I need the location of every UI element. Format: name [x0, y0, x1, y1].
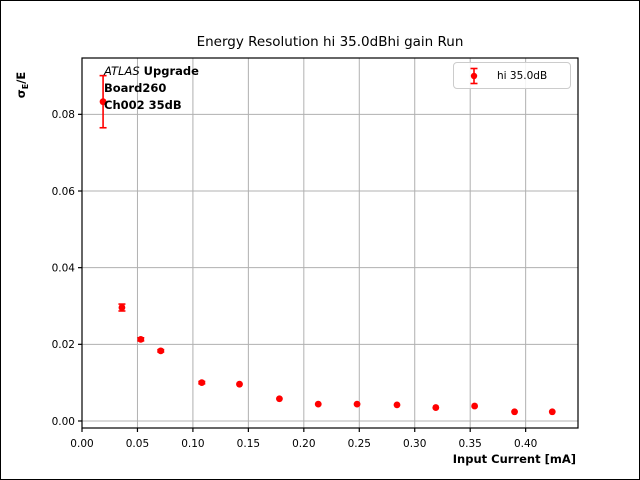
data-point	[393, 401, 401, 409]
data-point	[276, 395, 283, 403]
annotation-block: ATLAS Upgrade Board260 Ch002 35dB	[104, 63, 199, 114]
data-point	[314, 400, 322, 408]
annotation-board: Board260	[104, 81, 167, 95]
legend-label: hi 35.0dB	[497, 69, 548, 82]
data-point	[157, 347, 165, 355]
chart-title: Energy Resolution hi 35.0dBhi gain Run	[196, 34, 464, 50]
x-tick-label: 0.15	[237, 438, 260, 450]
x-tick-label: 0.05	[126, 438, 149, 450]
data-point	[548, 408, 556, 416]
legend-box: hi 35.0dB	[453, 62, 571, 89]
x-axis-label: Input Current [mA]	[452, 452, 576, 466]
ylabel-rest: /E	[13, 71, 28, 84]
data-point	[353, 400, 361, 408]
data-point	[99, 98, 107, 106]
x-tick-label: 0.10	[181, 438, 204, 450]
annotation-tag: Upgrade	[143, 64, 199, 78]
annotation-experiment: ATLAS	[104, 64, 140, 78]
y-tick-label: 0.00	[52, 416, 75, 428]
axes-frame	[81, 57, 579, 429]
data-point	[236, 380, 243, 388]
data-point	[198, 379, 206, 387]
data-point	[137, 335, 145, 343]
legend-errorbar-icon	[470, 67, 478, 84]
ylabel-subscript: E	[21, 83, 31, 90]
y-tick-label: 0.02	[52, 339, 75, 351]
x-tick-label: 0.35	[458, 438, 481, 450]
annotation-line-1: ATLAS Upgrade	[104, 63, 199, 80]
y-tick-label: 0.06	[52, 186, 76, 198]
ylabel-sigma: σ	[13, 89, 28, 99]
y-tick-label: 0.04	[52, 262, 76, 274]
data-point	[511, 408, 518, 416]
data-point	[471, 402, 479, 410]
x-tick-label: 0.00	[70, 438, 93, 450]
x-tick-label: 0.25	[348, 438, 371, 450]
x-tick-label: 0.40	[514, 438, 537, 450]
y-axis-label: σE/E	[14, 72, 30, 99]
annotation-channel: Ch002 35dB	[104, 98, 182, 112]
y-tick-label: 0.08	[52, 109, 75, 121]
x-tick-label: 0.20	[292, 438, 315, 450]
data-point	[118, 304, 126, 311]
x-tick-label: 0.30	[403, 438, 426, 450]
data-point	[432, 404, 440, 411]
